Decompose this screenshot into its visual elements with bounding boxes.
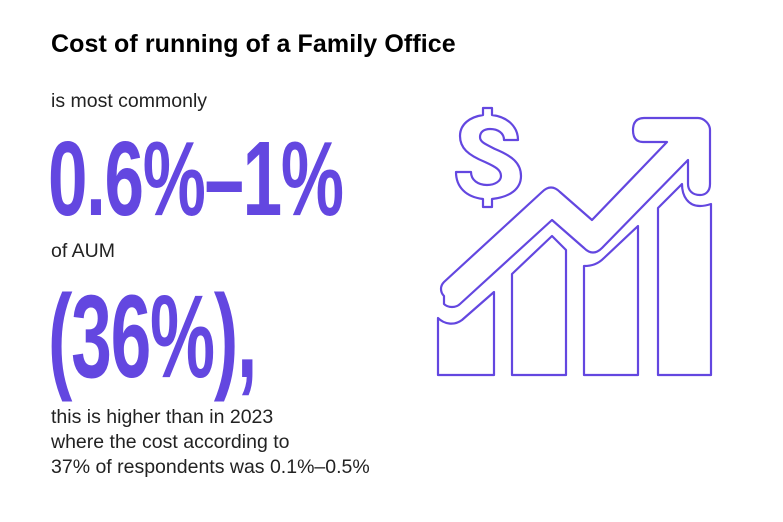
bar-4 — [656, 182, 713, 377]
headline-value: 0.6%–1% — [48, 120, 344, 238]
comparison-line: where the cost according to — [51, 431, 290, 453]
share-value: (36%), — [48, 271, 257, 403]
dollar-growth-chart-icon — [430, 100, 730, 390]
dollar-sign-icon — [454, 106, 523, 209]
comparison-line: this is higher than in 2023 — [51, 406, 274, 428]
bar-1 — [436, 290, 496, 377]
bar-3 — [582, 224, 640, 377]
comparison-text: this is higher than in 2023 where the co… — [51, 405, 370, 480]
bar-2 — [510, 234, 568, 377]
unit-text: of AUM — [51, 240, 115, 262]
comparison-line: 37% of respondents was 0.1%–0.5% — [51, 456, 370, 478]
page-title: Cost of running of a Family Office — [51, 30, 456, 58]
intro-text: is most commonly — [51, 90, 208, 112]
trend-arrow-icon — [439, 116, 712, 309]
